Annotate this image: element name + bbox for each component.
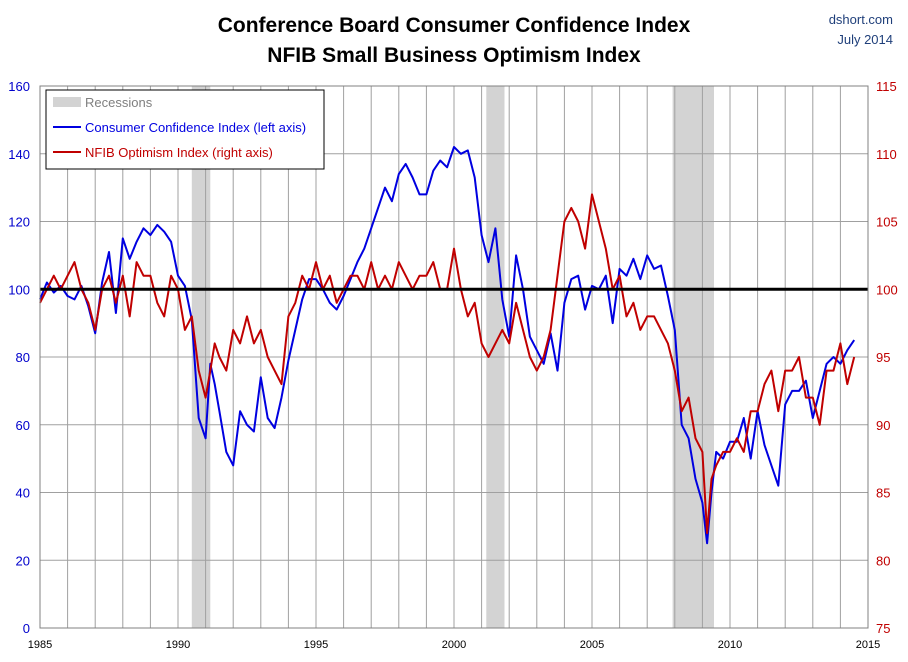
left-axis-ticks: 0 20 40 60 80 100 120 140 160 [8,79,30,636]
x-tick-label: 1985 [28,639,52,651]
x-tick-label: 2000 [442,639,466,651]
chart-title-line1: Conference Board Consumer Confidence Ind… [218,14,691,37]
right-axis-ticks: 75 80 85 90 95 100 105 110 115 [876,79,898,636]
left-tick-label: 80 [16,350,30,365]
right-tick-label: 85 [876,486,890,501]
legend-recessions-label: Recessions [85,95,153,110]
legend-recession-swatch [53,97,81,107]
left-tick-label: 120 [8,215,30,230]
right-tick-label: 80 [876,553,890,568]
x-tick-label: 2005 [580,639,604,651]
legend-consumer-label: Consumer Confidence Index (left axis) [85,120,306,135]
right-tick-label: 90 [876,418,890,433]
right-tick-label: 95 [876,350,890,365]
x-tick-label: 2015 [856,639,880,651]
x-tick-label: 1990 [166,639,190,651]
x-axis-ticks: 1985 1990 1995 2000 2005 2010 2015 [28,639,880,651]
left-tick-label: 0 [23,621,30,636]
right-tick-label: 75 [876,621,890,636]
left-tick-label: 60 [16,418,30,433]
gridlines [40,86,868,628]
right-tick-label: 105 [876,215,898,230]
left-tick-label: 140 [8,147,30,162]
left-tick-label: 100 [8,282,30,297]
source-date: July 2014 [837,32,893,47]
series-line-consumer [39,146,856,545]
left-tick-label: 20 [16,553,30,568]
legend-nfib-label: NFIB Optimism Index (right axis) [85,145,273,160]
right-tick-label: 100 [876,282,898,297]
x-tick-label: 2010 [718,639,742,651]
left-tick-label: 160 [8,79,30,94]
x-tick-label: 1995 [304,639,328,651]
plot-frame [39,85,869,629]
legend-box [45,89,325,170]
chart-title-line2: NFIB Small Business Optimism Index [267,44,641,67]
right-tick-label: 115 [876,79,897,94]
right-tick-label: 110 [876,147,897,162]
legend: Recessions Consumer Confidence Index (le… [45,89,325,170]
source-credit: dshort.com [829,12,893,27]
left-tick-label: 40 [16,486,30,501]
